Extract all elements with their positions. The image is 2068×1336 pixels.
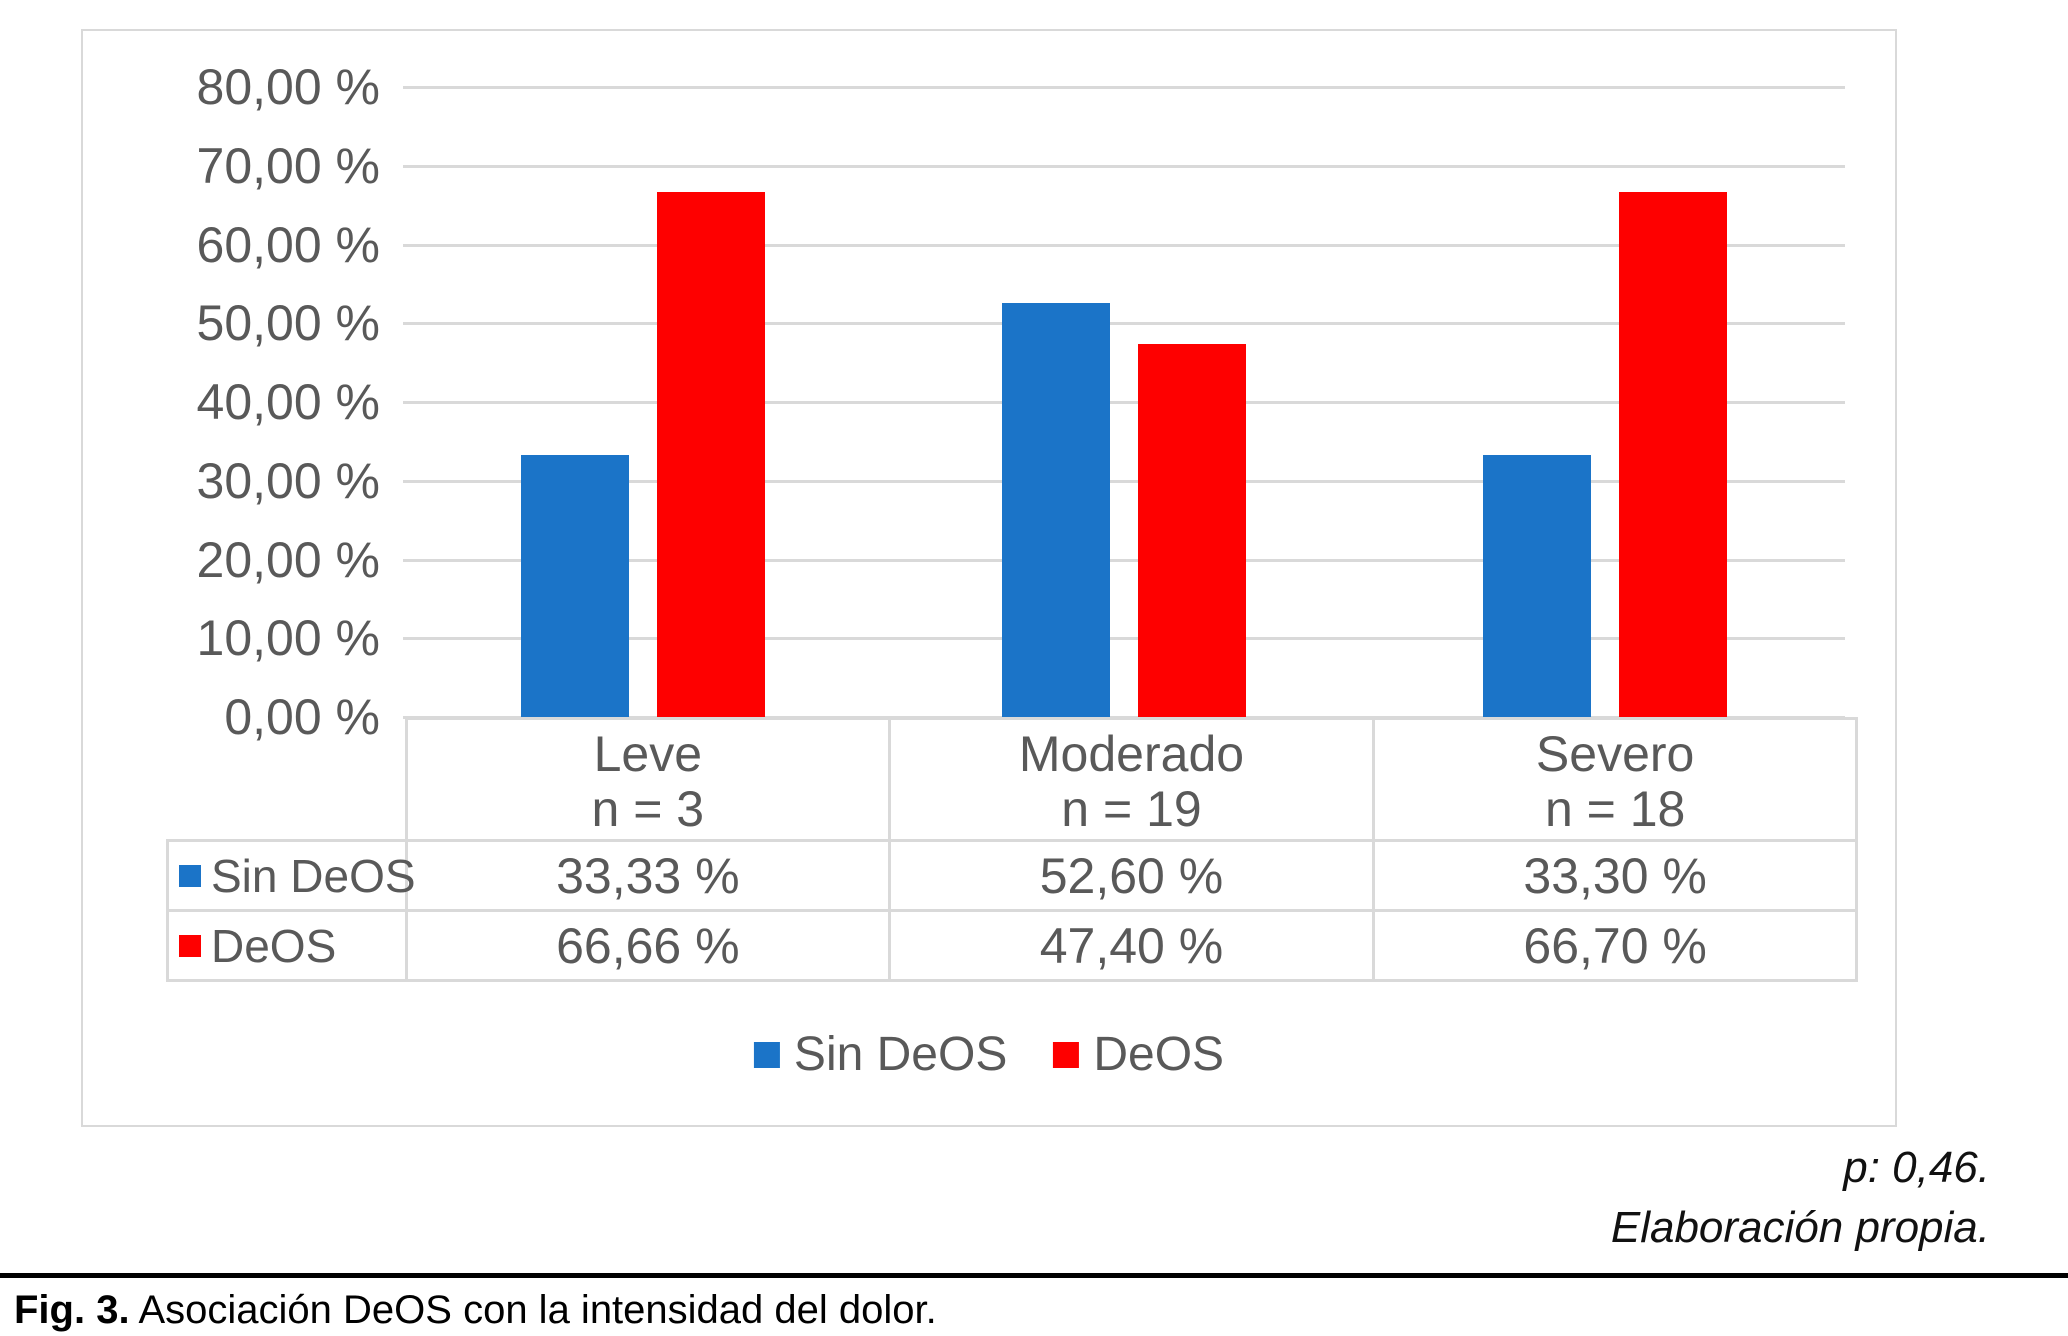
chart-legend: Sin DeOS DeOS <box>753 1027 1224 1082</box>
y-tick-label: 70,00 % <box>196 137 380 194</box>
legend-key-deos <box>179 935 201 958</box>
category-sublabel: n = 3 <box>591 780 705 837</box>
y-tick-label: 50,00 % <box>196 295 380 352</box>
y-tick-label: 60,00 % <box>196 216 380 273</box>
gridline <box>403 716 1845 719</box>
value-cell: 66,70 % <box>1371 909 1859 982</box>
gridline <box>403 558 1845 562</box>
source-note: Elaboración propia. <box>1610 1203 1990 1252</box>
legend-swatch <box>1053 1041 1080 1068</box>
chart-data-table: Leve n = 3 Moderado n = 19 Severo n = 18 Sin D… <box>166 717 1859 982</box>
y-tick-label: 10,00 % <box>196 610 380 667</box>
bar-deos-moderado <box>1138 343 1246 717</box>
gridline <box>403 164 1845 168</box>
category-header-cell: Severo n = 18 <box>1371 717 1859 842</box>
series-header-cell: DeOS <box>166 909 408 982</box>
category-label: Severo <box>1535 725 1695 782</box>
category-sublabel: n = 19 <box>1061 780 1202 837</box>
category-label: Leve <box>593 725 703 782</box>
value-cell: 66,66 % <box>404 909 892 982</box>
chart-frame: 80,00 % 70,00 % 60,00 % 50,00 % 40,00 % 30,00… <box>81 29 1897 1127</box>
legend-label: Sin DeOS <box>793 1028 1008 1081</box>
bar-deos-severo <box>1618 191 1727 717</box>
p-value-note: p: 0,46. <box>1843 1143 1990 1192</box>
y-tick-label: 20,00 % <box>196 531 380 588</box>
table-header-row: Leve n = 3 Moderado n = 19 Severo n = 18 <box>168 717 1859 842</box>
legend-swatch <box>753 1041 780 1068</box>
bar-sin-deos-moderado <box>1002 302 1110 717</box>
category-header-cell: Leve n = 3 <box>404 717 892 842</box>
y-tick-label: 80,00 % <box>196 59 380 115</box>
legend-item-deos: DeOS <box>1053 1027 1224 1082</box>
gridline <box>403 637 1845 641</box>
figure-caption-text: Asociación DeOS con la intensidad del do… <box>129 1288 937 1332</box>
gridline <box>403 479 1845 483</box>
series-name: DeOS <box>211 919 337 972</box>
value-cell: 33,33 % <box>404 839 892 912</box>
table-value-row: Sin DeOS 33,33 % 52,60 % 33,30 % <box>166 839 1859 912</box>
caption-divider <box>0 1273 2068 1278</box>
value-cell: 33,30 % <box>1371 839 1859 912</box>
y-tick-label: 40,00 % <box>196 374 380 430</box>
value-cell: 52,60 % <box>888 839 1375 912</box>
gridline <box>403 322 1845 326</box>
figure-label: Fig. 3. <box>14 1288 130 1332</box>
bar-deos-leve <box>657 192 766 717</box>
legend-item-sin-deos: Sin DeOS <box>753 1027 1008 1082</box>
legend-label: DeOS <box>1093 1028 1225 1081</box>
category-sublabel: n = 18 <box>1544 780 1686 837</box>
table-value-row: DeOS 66,66 % 47,40 % 66,70 % <box>166 909 1859 982</box>
series-header-cell: Sin DeOS <box>166 839 416 912</box>
y-tick-label: 0,00 % <box>224 689 380 745</box>
y-tick-label: 30,00 % <box>196 452 380 509</box>
legend-key-sin-deos <box>179 865 201 888</box>
gridline <box>403 243 1845 247</box>
gridline <box>403 401 1845 404</box>
gridline <box>403 86 1845 89</box>
plot-area <box>403 86 1845 719</box>
table-corner-cell <box>168 719 407 841</box>
footnotes: p: 0,46. Elaboración propia. <box>1611 1138 1990 1258</box>
value-cell: 47,40 % <box>888 909 1375 982</box>
category-header-cell: Moderado n = 19 <box>888 717 1375 842</box>
y-axis: 80,00 % 70,00 % 60,00 % 50,00 % 40,00 % 30,00… <box>83 31 380 773</box>
series-name: Sin DeOS <box>211 849 416 902</box>
figure-caption: Fig. 3. Asociación DeOS con la intensida… <box>14 1288 937 1333</box>
bar-sin-deos-leve <box>521 454 630 717</box>
bar-sin-deos-severo <box>1482 454 1591 717</box>
category-label: Moderado <box>1018 725 1245 782</box>
